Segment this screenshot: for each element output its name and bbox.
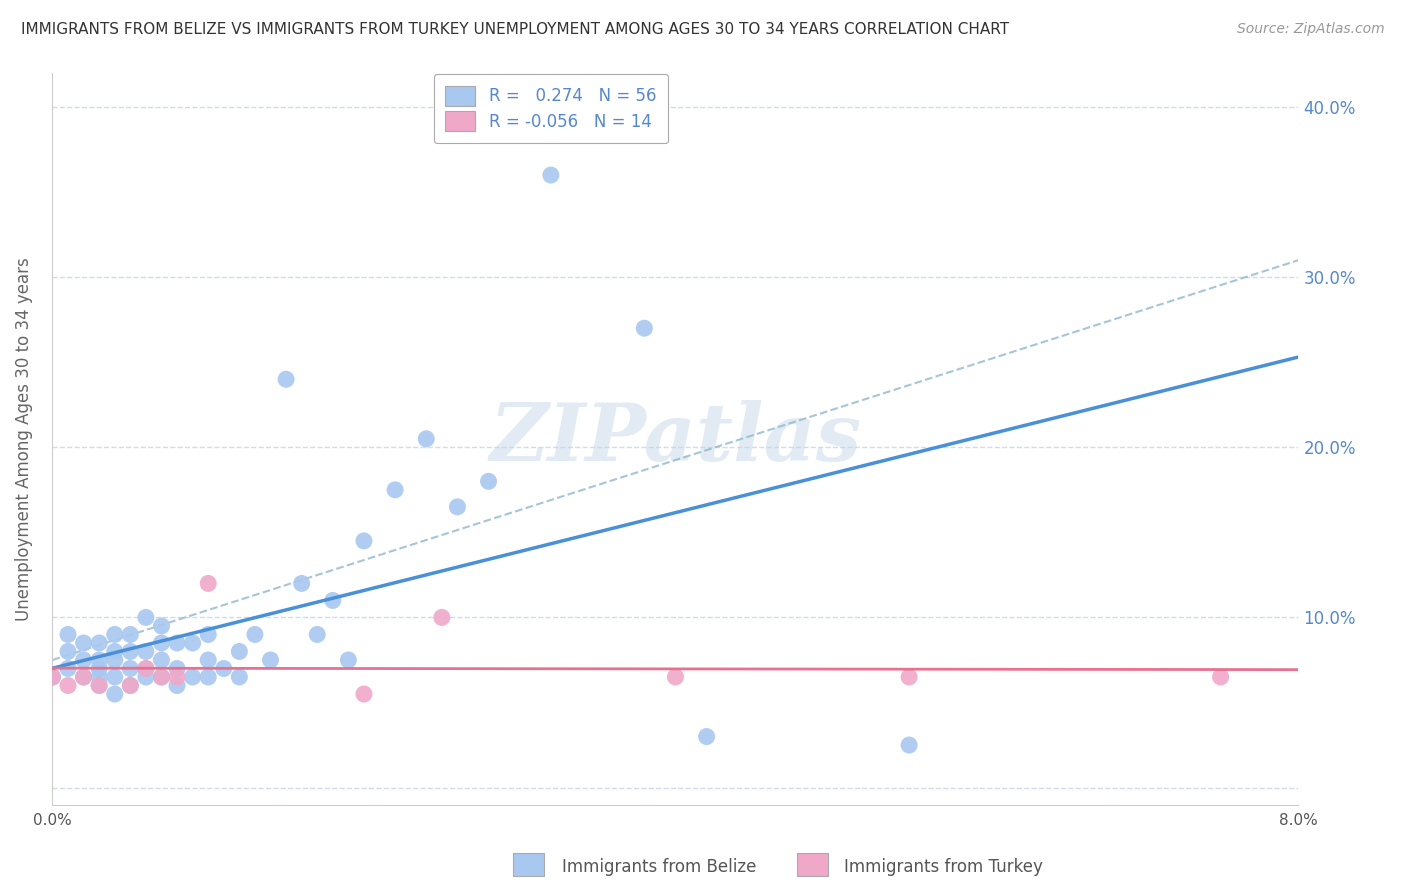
Point [89, 653, 111, 667]
Y-axis label: Unemployment Among Ages 30 to 34 years: Unemployment Among Ages 30 to 34 years [15, 257, 32, 621]
Point [228, 644, 250, 658]
Point [259, 653, 281, 667]
Point [150, 653, 173, 667]
Point [633, 321, 655, 335]
Point [228, 670, 250, 684]
Point [664, 670, 686, 684]
Point [353, 687, 375, 701]
Point [307, 627, 329, 641]
Point [135, 644, 157, 658]
Point [898, 738, 921, 752]
Point [696, 730, 718, 744]
Point [72, 653, 94, 667]
Point [197, 653, 219, 667]
Point [322, 593, 344, 607]
Point [135, 661, 157, 675]
Point [89, 679, 111, 693]
Point [181, 670, 204, 684]
Point [150, 670, 173, 684]
Point [150, 619, 173, 633]
Point [72, 670, 94, 684]
Point [41, 670, 63, 684]
Point [56, 661, 79, 675]
Point [337, 653, 360, 667]
Point [166, 679, 188, 693]
Point [197, 627, 219, 641]
Text: IMMIGRANTS FROM BELIZE VS IMMIGRANTS FROM TURKEY UNEMPLOYMENT AMONG AGES 30 TO 3: IMMIGRANTS FROM BELIZE VS IMMIGRANTS FRO… [21, 22, 1010, 37]
Point [353, 533, 375, 548]
Point [56, 644, 79, 658]
Point [104, 687, 127, 701]
Text: Source: ZipAtlas.com: Source: ZipAtlas.com [1237, 22, 1385, 37]
Point [56, 627, 79, 641]
Point [477, 475, 499, 489]
Point [120, 627, 142, 641]
Text: Immigrants from Belize: Immigrants from Belize [562, 858, 756, 876]
Point [56, 679, 79, 693]
Point [89, 636, 111, 650]
Point [89, 670, 111, 684]
Point [150, 670, 173, 684]
Point [898, 670, 921, 684]
Point [243, 627, 266, 641]
Point [89, 679, 111, 693]
Point [291, 576, 314, 591]
Point [212, 661, 235, 675]
Point [150, 636, 173, 650]
Text: ZIPatlas: ZIPatlas [489, 400, 862, 477]
Text: Immigrants from Turkey: Immigrants from Turkey [844, 858, 1042, 876]
Point [120, 679, 142, 693]
Point [120, 679, 142, 693]
Point [166, 661, 188, 675]
Point [120, 644, 142, 658]
Point [135, 661, 157, 675]
Point [135, 610, 157, 624]
Point [1209, 670, 1232, 684]
Point [415, 432, 437, 446]
Point [104, 653, 127, 667]
Point [446, 500, 468, 514]
Point [166, 636, 188, 650]
Point [540, 168, 562, 182]
Point [274, 372, 297, 386]
Point [72, 636, 94, 650]
Point [197, 576, 219, 591]
Point [72, 670, 94, 684]
Point [181, 636, 204, 650]
Point [104, 644, 127, 658]
Point [166, 670, 188, 684]
Point [89, 661, 111, 675]
Point [104, 670, 127, 684]
Point [135, 670, 157, 684]
Point [104, 627, 127, 641]
Point [197, 670, 219, 684]
Point [41, 670, 63, 684]
Point [384, 483, 406, 497]
Point [120, 661, 142, 675]
Legend: R =   0.274   N = 56, R = -0.056   N = 14: R = 0.274 N = 56, R = -0.056 N = 14 [434, 74, 668, 143]
Point [430, 610, 453, 624]
